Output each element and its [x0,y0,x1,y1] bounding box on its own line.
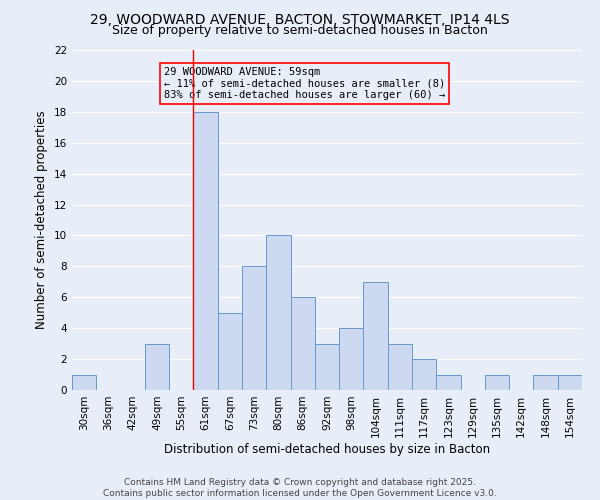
Bar [485,374,509,390]
Y-axis label: Number of semi-detached properties: Number of semi-detached properties [35,110,49,330]
Bar [558,374,582,390]
Text: Contains HM Land Registry data © Crown copyright and database right 2025.
Contai: Contains HM Land Registry data © Crown c… [103,478,497,498]
Text: 29, WOODWARD AVENUE, BACTON, STOWMARKET, IP14 4LS: 29, WOODWARD AVENUE, BACTON, STOWMARKET,… [90,12,510,26]
Bar [412,359,436,390]
Bar [364,282,388,390]
Bar [218,312,242,390]
X-axis label: Distribution of semi-detached houses by size in Bacton: Distribution of semi-detached houses by … [164,442,490,456]
Bar [436,374,461,390]
Bar [266,236,290,390]
Bar [145,344,169,390]
Text: Size of property relative to semi-detached houses in Bacton: Size of property relative to semi-detach… [112,24,488,37]
Bar [72,374,96,390]
Bar [339,328,364,390]
Bar [242,266,266,390]
Bar [290,298,315,390]
Text: 29 WOODWARD AVENUE: 59sqm
← 11% of semi-detached houses are smaller (8)
83% of s: 29 WOODWARD AVENUE: 59sqm ← 11% of semi-… [164,67,445,100]
Bar [388,344,412,390]
Bar [315,344,339,390]
Bar [193,112,218,390]
Bar [533,374,558,390]
